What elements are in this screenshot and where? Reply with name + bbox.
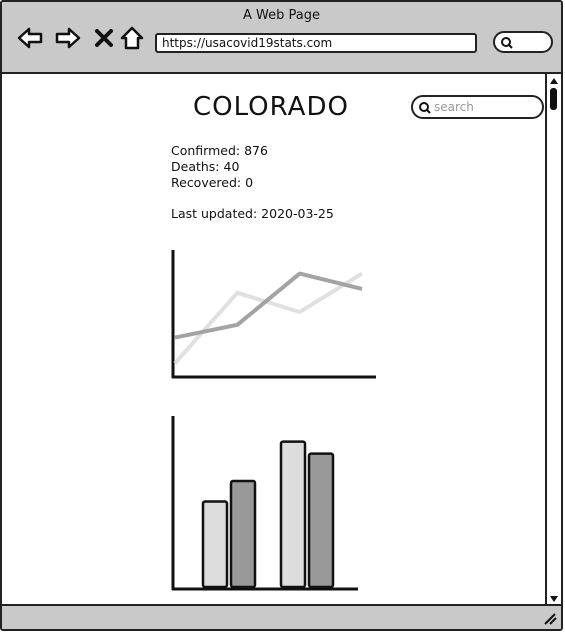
window-title: A Web Page — [243, 8, 320, 23]
scroll-thumb[interactable] — [550, 88, 557, 110]
arrow-right-icon[interactable] — [54, 24, 82, 52]
page-title: COLORADO — [193, 92, 349, 122]
scroll-down-icon[interactable] — [549, 594, 559, 604]
search-icon — [419, 102, 431, 114]
bar-1-series-2 — [229, 479, 257, 589]
search-placeholder: search — [434, 100, 474, 114]
search-input[interactable]: search — [411, 95, 544, 119]
bar-1-series-1 — [201, 500, 229, 589]
page-content: COLORADO search Confirmed: 876 Deaths: 4… — [2, 74, 549, 606]
line-series-2 — [174, 271, 363, 340]
home-icon[interactable] — [118, 24, 146, 52]
browser-search-field[interactable] — [493, 31, 553, 53]
stats-block: Confirmed: 876 Deaths: 40 Recovered: 0 — [171, 143, 268, 191]
bar-chart — [171, 416, 358, 591]
line-series-1 — [173, 271, 364, 365]
status-bar — [2, 604, 561, 629]
arrow-left-icon[interactable] — [16, 24, 44, 52]
resize-grip-icon[interactable] — [543, 611, 557, 625]
vertical-scrollbar[interactable] — [545, 74, 561, 606]
close-icon[interactable] — [90, 24, 118, 52]
deaths-count: Deaths: 40 — [171, 159, 240, 174]
bar-2-series-2 — [307, 452, 335, 589]
address-bar[interactable]: https://usacovid19stats.com — [155, 33, 477, 53]
bar-2-series-1 — [279, 440, 307, 589]
recovered-count: Recovered: 0 — [171, 175, 254, 190]
scroll-up-icon[interactable] — [549, 76, 559, 86]
title-bar: A Web Page https://usacovid19stats.com — [2, 2, 561, 74]
confirmed-count: Confirmed: 876 — [171, 143, 268, 158]
line-chart — [171, 250, 376, 379]
last-updated: Last updated: 2020-03-25 — [171, 206, 334, 221]
search-icon — [501, 37, 513, 49]
